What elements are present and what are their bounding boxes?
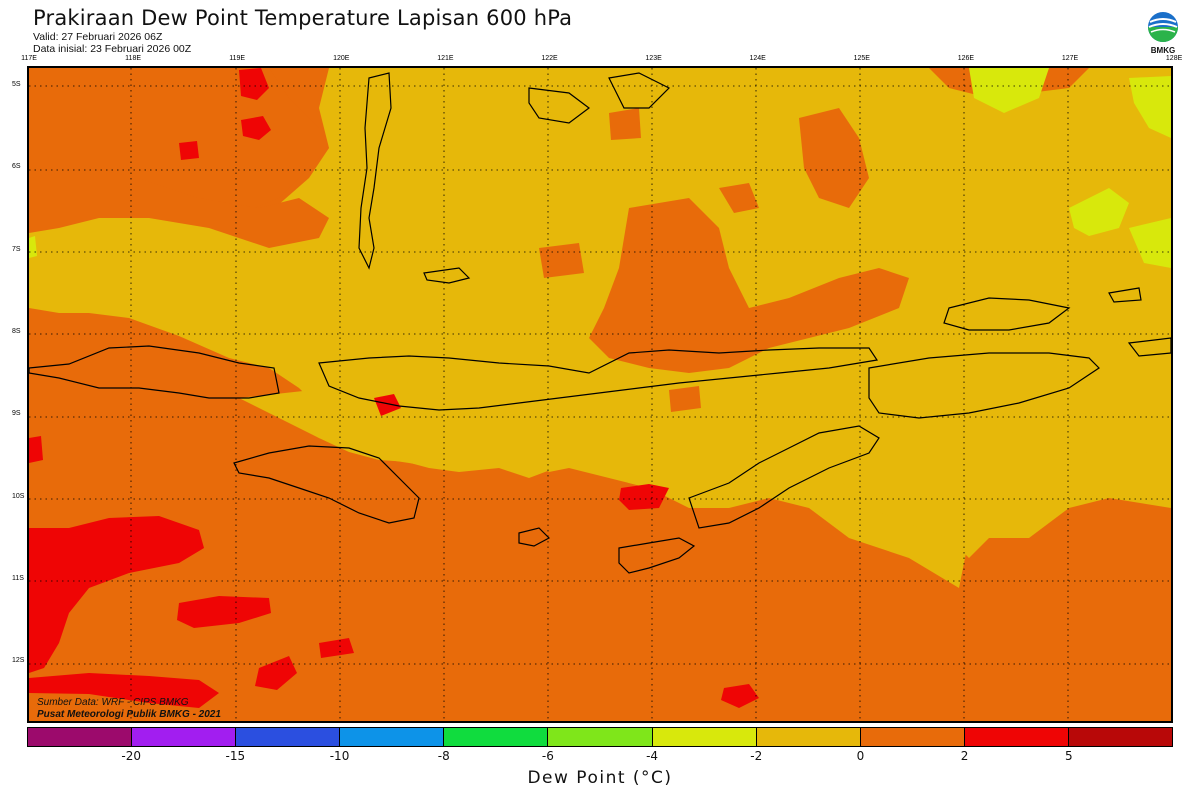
longitude-label: 118E [125, 55, 142, 62]
longitude-label: 124E [749, 55, 766, 62]
latitude-label: 6S [12, 163, 21, 171]
latitude-label: 9S [12, 410, 21, 418]
coastlines [29, 72, 1171, 574]
kalao-coast [423, 267, 471, 284]
red-patch-north [239, 68, 269, 100]
map-title: Prakiraan Dew Point Temperature Lapisan … [33, 6, 573, 30]
colorbar-segment [652, 728, 757, 746]
red-patch-flores [374, 394, 401, 416]
wetar-coast [943, 297, 1071, 331]
colorbar-tick-label: -10 [329, 749, 350, 763]
colorbar-segment [28, 728, 133, 746]
colorbar-tick-label: 5 [1064, 749, 1073, 763]
longitude-label: 126E [957, 55, 975, 62]
orange-patch-nw [29, 168, 329, 248]
colorbar-segment [548, 728, 653, 746]
latitude-label: 7S [12, 245, 21, 253]
red-patch-south [29, 673, 219, 708]
rote-coast [618, 537, 696, 574]
latitude-label: 8S [12, 327, 21, 335]
colorbar-segment [756, 728, 861, 746]
longitude-label: 125E [853, 55, 870, 62]
dewpoint-field [29, 68, 1171, 721]
colorbar [27, 727, 1173, 747]
sumbawa-lombok-coast [29, 345, 280, 399]
red-patch-south-3 [721, 684, 759, 708]
flores-coast [318, 347, 879, 411]
timor-coast [688, 425, 880, 529]
colorbar-segment [444, 728, 549, 746]
red-patch-sw-large [29, 516, 204, 673]
orange-patch-small-2 [669, 386, 701, 412]
colorbar-tick-label: -4 [646, 749, 659, 763]
red-patch-north-2 [241, 116, 271, 140]
orange-patch-small-1 [539, 243, 584, 278]
longitude-label: 122E [541, 55, 558, 62]
initial-time: Data inisial: 23 Februari 2026 00Z [33, 43, 192, 55]
latitude-label: 10S [12, 492, 25, 500]
red-patch-sw-2 [177, 596, 271, 628]
orange-patch-small-3 [609, 108, 641, 140]
yellow-region-flores [269, 388, 849, 498]
wakatobi-coast [608, 72, 671, 109]
red-patch-west-small [29, 436, 43, 463]
colorbar-tick-label: 0 [856, 749, 865, 763]
dewpoint-map [27, 66, 1173, 723]
longitude-label: 117E [21, 55, 37, 62]
red-patch-sw-3 [255, 656, 297, 690]
colorbar-tick-label: -15 [225, 749, 246, 763]
sawu-coast [518, 527, 550, 547]
longitude-label: 127E [1061, 55, 1079, 62]
lightyellow-patch-east [1129, 76, 1171, 138]
colorbar-segment [340, 728, 445, 746]
east-island-coast-2 [1108, 287, 1142, 303]
colorbar-tick-label: -8 [437, 749, 450, 763]
valid-time: Valid: 27 Februari 2026 06Z [33, 31, 163, 43]
colorbar-segment [236, 728, 341, 746]
longitude-label: 120E [333, 55, 350, 62]
lightyellow-patch-east-3 [1129, 218, 1171, 268]
source-line-2: Pusat Meteorologi Publik BMKG - 2021 [37, 709, 221, 720]
sumba-coast [233, 445, 420, 524]
bmkg-logo-icon: BMKG [1148, 12, 1178, 55]
latitude-label: 5S [12, 81, 21, 88]
lightyellow-patch-east-2 [1069, 188, 1129, 236]
red-patch-south-2 [319, 638, 354, 658]
yellow-region-north [29, 68, 1171, 468]
red-patch-north-3 [179, 141, 199, 160]
orange-patch-center [589, 198, 909, 373]
longitude-label: 123E [645, 55, 662, 62]
colorbar-tick-label: 2 [960, 749, 969, 763]
east-island-coast [1127, 337, 1171, 357]
colorbar-segment [132, 728, 237, 746]
source-line-1: Sumber Data: WRF - CIPS BMKG [37, 697, 189, 708]
orange-patch-nne [719, 183, 759, 213]
colorbar-tick-label: -2 [750, 749, 763, 763]
latitude-label: 11S [12, 574, 24, 582]
longitude-label: 128E [1165, 55, 1183, 62]
colorbar-tick-label: -6 [541, 749, 554, 763]
red-patch-center [619, 484, 669, 510]
timor-leste-coast [868, 352, 1100, 419]
yellow-region-south-east [789, 398, 1171, 558]
orange-patch-ne [799, 108, 869, 208]
colorbar-tick-label: -20 [121, 749, 141, 763]
lightyellow-patch-west [29, 236, 37, 258]
logo-label: BMKG [1151, 46, 1175, 55]
data-source-note: Sumber Data: WRF - CIPS BMKG Pusat Meteo… [37, 697, 221, 721]
sulawesi-coast [358, 72, 392, 270]
colorbar-title: Dew Point (°C) [527, 768, 673, 788]
graticule [29, 68, 1171, 721]
colorbar-segment [1068, 728, 1173, 746]
buton-coast [528, 87, 590, 124]
longitude-label: 121E [437, 55, 454, 62]
longitude-label: 119E [229, 55, 246, 62]
lightyellow-patch-ne [969, 68, 1049, 113]
latitude-label: 12S [12, 657, 25, 665]
colorbar-segment [860, 728, 965, 746]
colorbar-segment [964, 728, 1069, 746]
